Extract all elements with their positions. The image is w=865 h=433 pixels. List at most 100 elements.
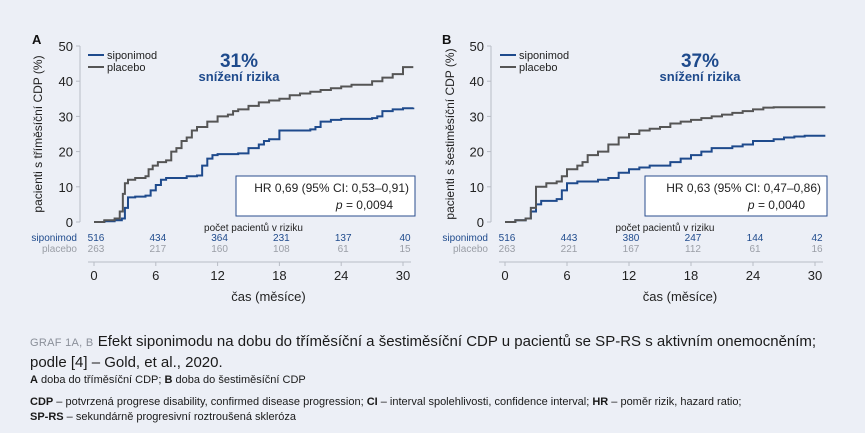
p-value-text: p = 0,0040	[747, 198, 805, 212]
risk-reduction-value: 37%	[681, 51, 719, 72]
series-line-siponimod	[505, 134, 826, 223]
panel-letter: A	[32, 32, 42, 47]
risk-value-placebo: 263	[88, 244, 105, 255]
figure-caption: GRAF 1A, B Efekt siponimodu na dobu do t…	[30, 332, 845, 373]
hr-text: HR 0,69 (95% CI: 0,53–0,91)	[254, 181, 409, 195]
risk-row-label-siponimod: siponimod	[31, 233, 77, 244]
x-tick-label: 6	[563, 268, 570, 283]
y-tick-label: 40	[470, 74, 484, 89]
panel-a: A 0 10 20 30 40 50 pacienti s tříměsíční CDP (%…	[31, 32, 416, 304]
x-axis-label: čas (měsíce)	[643, 289, 717, 304]
x-axis-label: čas (měsíce)	[231, 289, 305, 304]
p-label: p	[335, 198, 343, 212]
panel-b-key: B	[164, 374, 173, 386]
hr-box	[235, 175, 416, 217]
risk-value-placebo: 61	[749, 244, 761, 255]
risk-value-siponimod: 516	[88, 233, 105, 244]
risk-table-title: počet pacientů v riziku	[204, 222, 303, 234]
x-tick-label: 30	[808, 268, 822, 283]
series-line-placebo	[94, 66, 414, 223]
abbr-cdp-text: – potvrzená progrese disability, confirm…	[53, 396, 367, 408]
risk-value-siponimod: 380	[623, 233, 640, 244]
panel-b: B 0 10 20 30 40 50 pacienti s šestiměsíční CDP …	[442, 32, 828, 304]
y-tick-label: 40	[59, 74, 73, 89]
y-tick-label: 0	[66, 215, 73, 230]
panel-a-description: doba do tříměsíční CDP;	[37, 374, 165, 386]
risk-value-placebo: 160	[211, 244, 228, 255]
y-axis-label: pacienti s šestiměsíční CDP (%)	[443, 48, 457, 219]
y-tick-label: 50	[470, 39, 484, 54]
legend-label-siponimod: siponimod	[107, 50, 157, 62]
risk-reduction-value: 31%	[220, 51, 258, 72]
risk-value-placebo: 263	[499, 244, 516, 255]
p-label: p	[747, 198, 755, 212]
x-tick-label: 18	[684, 268, 698, 283]
risk-value-siponimod: 364	[211, 233, 228, 244]
series-line-siponimod	[94, 107, 415, 223]
hr-text: HR 0,63 (95% CI: 0,47–0,86)	[666, 181, 821, 195]
x-tick-label: 18	[272, 268, 286, 283]
risk-value-placebo: 112	[685, 244, 701, 255]
risk-value-placebo: 108	[273, 244, 290, 255]
panel-letter: B	[442, 32, 451, 47]
risk-value-siponimod: 443	[561, 233, 578, 244]
abbr-hr-key: HR	[592, 396, 609, 408]
risk-value-placebo: 16	[811, 244, 823, 255]
figure: A 0 10 20 30 40 50 pacienti s tříměsíční CDP (%…	[31, 32, 828, 304]
caption-text: Efekt siponimodu na dobu do tříměsíční a…	[30, 333, 817, 371]
p-value: = 0,0040	[755, 198, 806, 212]
risk-value-siponimod: 42	[811, 233, 823, 244]
risk-table-title: počet pacientů v riziku	[616, 222, 715, 234]
x-tick-label: 12	[622, 268, 636, 283]
caption-label: GRAF 1A, B	[30, 337, 94, 349]
abbr-cdp-key: CDP	[30, 396, 54, 408]
x-tick-label: 12	[210, 268, 224, 283]
y-tick-label: 50	[59, 39, 73, 54]
abbr-sprs-text: – sekundárně progresivní roztroušená skl…	[63, 411, 296, 423]
abbr-ci-key: CI	[366, 396, 378, 408]
abbreviations: CDP – potvrzená progrese disability, con…	[30, 395, 845, 425]
risk-value-siponimod: 144	[747, 233, 764, 244]
y-tick-label: 30	[59, 109, 73, 124]
x-tick-label: 0	[90, 268, 97, 283]
abbr-hr-text: – poměr rizik, hazard ratio;	[608, 396, 742, 408]
risk-value-placebo: 221	[561, 244, 578, 255]
y-tick-label: 20	[59, 145, 73, 160]
x-tick-label: 0	[501, 268, 508, 283]
legend-label-placebo: placebo	[107, 62, 146, 74]
risk-value-placebo: 167	[623, 244, 640, 255]
risk-value-siponimod: 434	[149, 233, 166, 244]
p-value-text: p = 0,0094	[335, 198, 393, 212]
risk-value-siponimod: 231	[273, 233, 290, 244]
x-tick-label: 30	[396, 268, 410, 283]
risk-reduction-label: snížení rizika	[199, 69, 281, 84]
y-axis-label: pacienti s tříměsíční CDP (%)	[31, 55, 45, 212]
risk-row-label-placebo: placebo	[453, 244, 488, 255]
risk-value-siponimod: 40	[399, 233, 411, 244]
y-tick-label: 20	[470, 145, 484, 160]
x-tick-label: 6	[152, 268, 159, 283]
hr-box	[644, 175, 828, 217]
risk-value-siponimod: 516	[499, 233, 516, 244]
risk-value-siponimod: 137	[335, 233, 352, 244]
risk-value-placebo: 61	[338, 244, 350, 255]
x-tick-label: 24	[746, 268, 760, 283]
risk-value-siponimod: 247	[685, 233, 702, 244]
y-tick-label: 10	[59, 180, 73, 195]
risk-value-placebo: 15	[399, 244, 411, 255]
risk-reduction-label: snížení rizika	[660, 69, 742, 84]
legend-label-siponimod: siponimod	[519, 50, 569, 62]
x-tick-label: 24	[334, 268, 348, 283]
risk-value-placebo: 217	[149, 244, 166, 255]
legend-label-placebo: placebo	[519, 62, 558, 74]
panel-b-description: doba do šestiměsíční CDP	[172, 374, 306, 386]
series-line-placebo	[505, 106, 826, 223]
y-tick-label: 0	[477, 215, 484, 230]
p-value: = 0,0094	[343, 198, 394, 212]
y-tick-label: 30	[470, 109, 484, 124]
y-tick-label: 10	[470, 180, 484, 195]
risk-row-label-siponimod: siponimod	[442, 233, 488, 244]
risk-row-label-placebo: placebo	[42, 244, 77, 255]
panel-key: A doba do tříměsíční CDP; B doba do šest…	[30, 374, 845, 386]
panel-a-key: A	[30, 374, 38, 386]
